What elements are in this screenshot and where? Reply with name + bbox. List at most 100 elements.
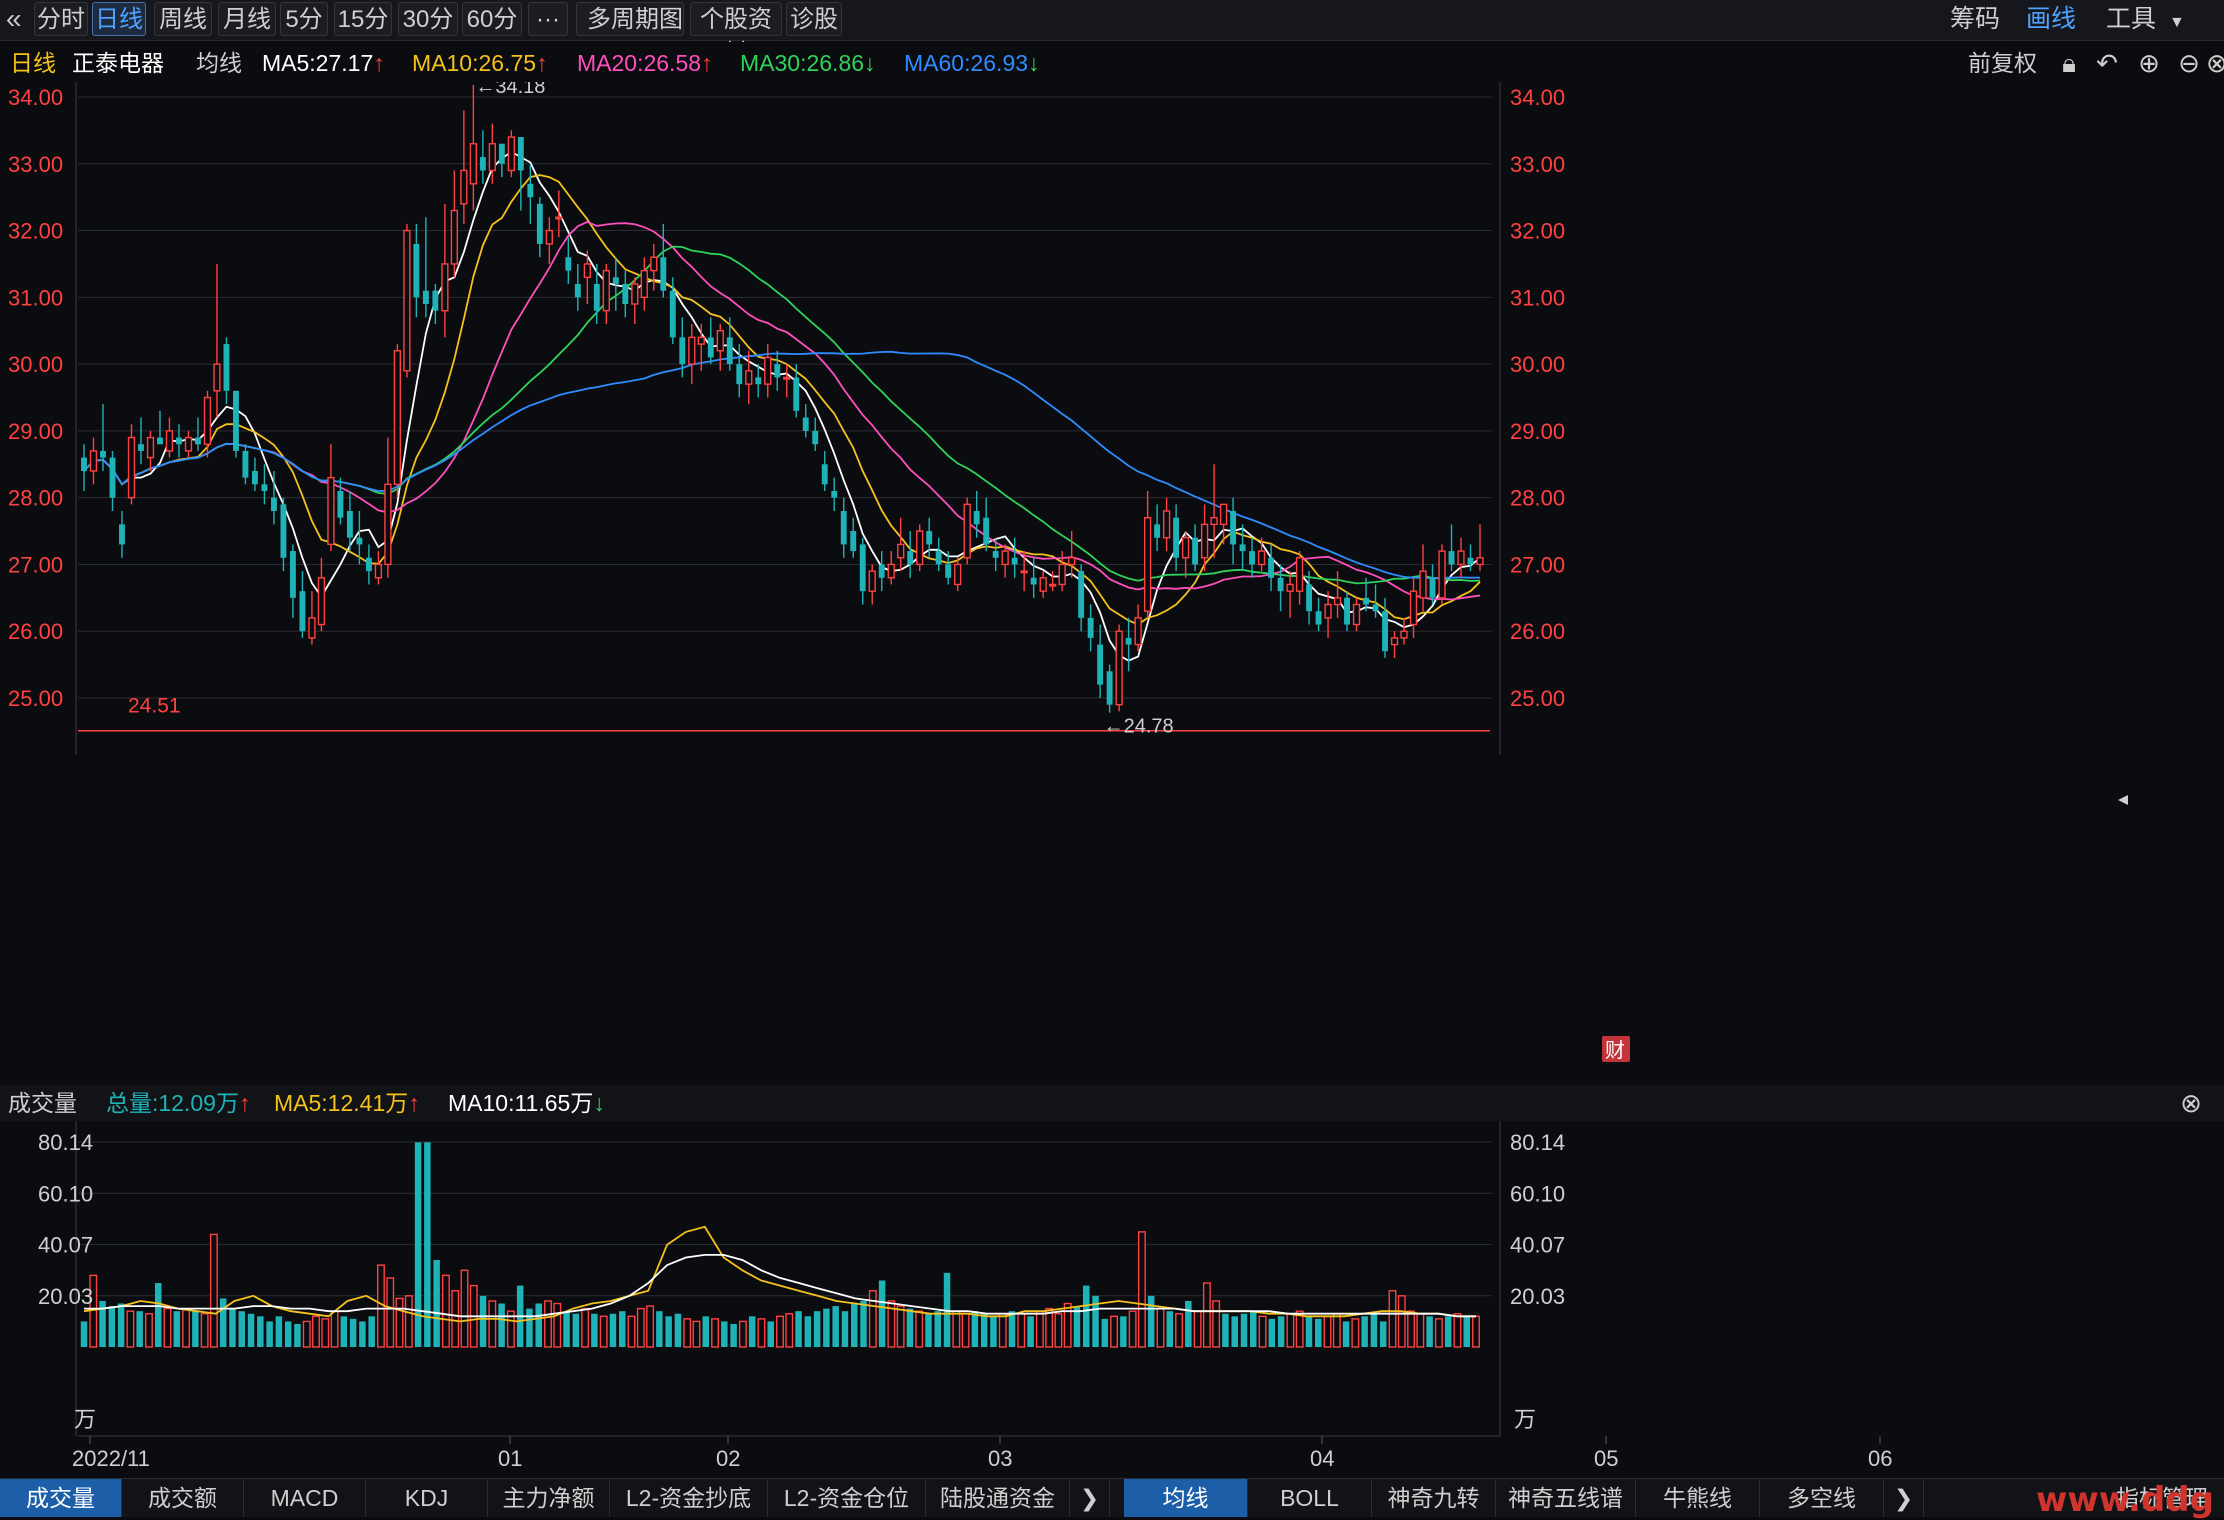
volume-bar: [460, 1269, 469, 1348]
volume-bar: [934, 1311, 942, 1347]
volume-bar: [1370, 1313, 1378, 1347]
volume-unit-right: 万: [1514, 1408, 1536, 1433]
candle-body: [1001, 550, 1009, 566]
candle-body: [736, 364, 743, 385]
volume-bar: [99, 1300, 106, 1347]
draw-line-button[interactable]: 画线: [2026, 5, 2077, 33]
candle-body: [555, 216, 563, 220]
chevron-right-icon[interactable]: ❯: [1070, 1479, 1110, 1517]
undo-icon[interactable]: ↶: [2096, 48, 2118, 78]
candle-body: [1106, 671, 1113, 705]
tab-30min[interactable]: 30分: [398, 2, 458, 36]
diagnosis-button[interactable]: 诊股: [786, 2, 842, 36]
tab-macd[interactable]: MACD: [244, 1479, 366, 1517]
y-tick-label-left: 30.00: [8, 352, 63, 377]
tab-15min[interactable]: 15分: [334, 2, 392, 36]
volume-bar: [915, 1310, 924, 1348]
chips-button[interactable]: 筹码: [1950, 5, 2001, 33]
tab-daily[interactable]: 日线: [92, 2, 146, 36]
volume-bar: [294, 1323, 301, 1347]
candle-body: [916, 530, 924, 566]
zoom-out-icon[interactable]: ⊖: [2178, 48, 2200, 78]
close-icon[interactable]: ⊗: [2180, 1088, 2202, 1118]
candle-body: [308, 617, 316, 639]
volume-bar: [1073, 1306, 1081, 1347]
volume-bar: [1314, 1318, 1322, 1347]
close-icon[interactable]: ⊗: [2206, 48, 2224, 78]
candle-body: [422, 290, 429, 305]
candle-body: [1134, 617, 1142, 646]
y-tick-label-left: 33.00: [8, 152, 63, 177]
candle-body: [527, 183, 534, 198]
candle-body: [1210, 517, 1218, 526]
volume-bar: [1286, 1313, 1295, 1348]
x-tick-label: 01: [498, 1446, 522, 1471]
chevron-right-icon[interactable]: ❯: [1884, 1479, 1924, 1517]
candle-body: [1333, 597, 1342, 606]
more-periods-button[interactable]: ···: [528, 2, 568, 36]
volume-bar: [451, 1290, 460, 1348]
candle-body: [1049, 583, 1057, 587]
tab-bull-bear[interactable]: 牛熊线: [1636, 1479, 1760, 1517]
adjust-mode[interactable]: 前复权: [1968, 50, 2037, 76]
candle-body: [1419, 570, 1427, 599]
volume-bar: [841, 1311, 849, 1347]
candle-body: [669, 290, 676, 338]
tools-dropdown[interactable]: 工具 ▼: [2106, 2, 2185, 36]
volume-bar: [238, 1311, 246, 1347]
tab-ma[interactable]: 均线: [1124, 1479, 1248, 1517]
tab-five-lines[interactable]: 神奇五线谱: [1496, 1479, 1636, 1517]
tab-intraday[interactable]: 分时: [34, 2, 88, 36]
volume-ma5: MA5:12.41万↑: [274, 1090, 420, 1116]
tab-turnover[interactable]: 成交额: [122, 1479, 244, 1517]
indicator-manage-button[interactable]: 指标管理: [2116, 1485, 2208, 1511]
kline-chart[interactable]: 34.00 34.00 33.00 33.00 32.00 32.00 31.00 31.00…: [0, 82, 2224, 1478]
volume-bar: [126, 1310, 135, 1348]
tab-nine-turns[interactable]: 神奇九转: [1372, 1479, 1496, 1517]
tab-monthly[interactable]: 月线: [218, 2, 276, 36]
multi-period-dropdown[interactable]: 多周期图 ▼: [576, 2, 684, 65]
stock-profile-button[interactable]: 个股资料: [690, 2, 782, 67]
zoom-in-icon[interactable]: ⊕: [2138, 48, 2160, 78]
tab-60min[interactable]: 60分: [462, 2, 522, 36]
volume-bar: [692, 1320, 701, 1348]
candle-body: [195, 437, 201, 445]
tab-volume[interactable]: 成交量: [0, 1479, 122, 1517]
y-tick-label-left: 27.00: [8, 552, 63, 577]
candle-body: [878, 564, 885, 578]
y-tick-label-right: 28.00: [1510, 486, 1565, 511]
ma20-value: MA20:26.58↑: [577, 50, 713, 76]
candle-body: [1400, 630, 1408, 639]
tab-l2-position[interactable]: L2-资金仓位: [768, 1479, 926, 1517]
ma-label[interactable]: 均线: [196, 50, 242, 76]
tab-weekly[interactable]: 周线: [154, 2, 212, 36]
tab-northbound[interactable]: 陆股通资金: [926, 1479, 1070, 1517]
ma60-value: MA60:26.93↓: [904, 50, 1040, 76]
candle-body: [1315, 611, 1322, 625]
volume-bar: [943, 1272, 951, 1347]
tab-boll[interactable]: BOLL: [1248, 1479, 1372, 1517]
y-tick-label-left: 25.00: [8, 686, 63, 711]
candle-body: [1230, 511, 1237, 545]
candle-body: [299, 591, 306, 632]
volume-bar: [1054, 1313, 1063, 1348]
volume-bar: [182, 1307, 191, 1348]
volume-bar: [257, 1316, 264, 1347]
volume-bar: [108, 1306, 116, 1347]
x-tick-label: 02: [716, 1446, 740, 1471]
candle-body: [127, 436, 136, 499]
tab-kdj[interactable]: KDJ: [366, 1479, 488, 1517]
tab-5min[interactable]: 5分: [280, 2, 328, 36]
volume-title[interactable]: 成交量: [8, 1090, 77, 1116]
volume-bar: [1101, 1318, 1109, 1347]
candle-body: [403, 229, 411, 372]
tab-long-short[interactable]: 多空线: [1760, 1479, 1884, 1517]
tab-main-net[interactable]: 主力净额: [488, 1479, 610, 1517]
lock-icon[interactable]: 🔒︎: [2062, 48, 2076, 78]
tab-l2-bottom[interactable]: L2-资金抄底: [610, 1479, 768, 1517]
chevron-double-left-icon[interactable]: «: [6, 3, 22, 34]
candle-body: [821, 464, 828, 485]
volume-bar: [1156, 1307, 1165, 1348]
volume-tick-left: 20.03: [38, 1284, 93, 1309]
volume-bar: [330, 1310, 339, 1348]
